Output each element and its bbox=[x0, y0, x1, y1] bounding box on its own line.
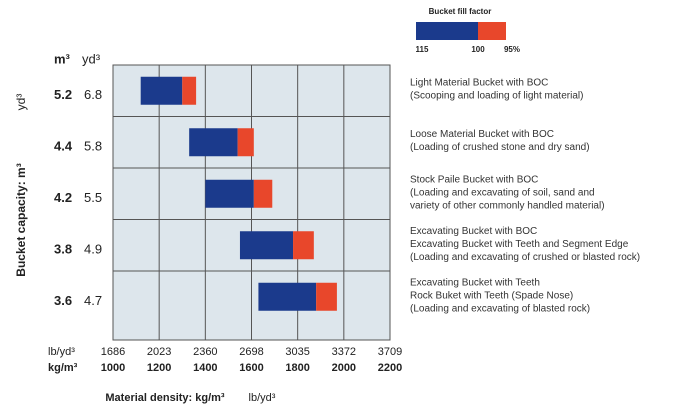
capacity-m3: 3.8 bbox=[54, 242, 72, 257]
capacity-m3: 3.6 bbox=[54, 293, 72, 308]
x-axis-unit: lb/yd³ bbox=[249, 392, 276, 404]
x2-unit-label: lb/yd³ bbox=[48, 346, 75, 358]
bucket-description: Excavating Bucket with Teeth bbox=[410, 277, 540, 288]
x-tick-label: 2000 bbox=[332, 362, 356, 374]
capacity-header-m3: m³ bbox=[54, 51, 71, 66]
x-tick-label: 1200 bbox=[147, 362, 171, 374]
x-unit-label: kg/m³ bbox=[48, 362, 78, 374]
x-tick-label: 1600 bbox=[239, 362, 263, 374]
x2-tick-label: 3372 bbox=[332, 346, 356, 358]
capacity-header-yd3: yd³ bbox=[82, 51, 101, 66]
legend-swatch-red bbox=[478, 22, 506, 40]
x2-tick-label: 1686 bbox=[101, 346, 125, 358]
y-axis-unit: yd³ bbox=[14, 94, 28, 111]
capacity-m3: 5.2 bbox=[54, 87, 72, 102]
legend-label: 115 bbox=[416, 45, 429, 54]
plot-border bbox=[112, 64, 391, 341]
bucket-description: (Loading and excavating of soil, sand an… bbox=[410, 187, 595, 198]
bucket-description: Excavating Bucket with Teeth and Segment… bbox=[410, 239, 629, 250]
bucket-description: Excavating Bucket with BOC bbox=[410, 226, 537, 237]
legend-swatch-blue bbox=[416, 22, 478, 40]
bucket-description: Loose Material Bucket with BOC bbox=[410, 129, 554, 140]
bar-fill-100-95 bbox=[316, 282, 337, 311]
capacity-yd3: 6.8 bbox=[84, 87, 102, 102]
capacity-m3: 4.4 bbox=[54, 139, 73, 154]
bucket-description: (Loading and excavating of blasted rock) bbox=[410, 303, 590, 314]
x-tick-label: 1000 bbox=[101, 362, 125, 374]
x-tick-label: 1800 bbox=[285, 362, 309, 374]
x-tick-label: 1400 bbox=[193, 362, 217, 374]
bucket-description: (Loading of crushed stone and dry sand) bbox=[410, 142, 590, 153]
capacity-yd3: 5.8 bbox=[84, 139, 102, 154]
bucket-description: variety of other commonly handled materi… bbox=[410, 200, 605, 211]
bar-fill-115-100 bbox=[239, 231, 294, 260]
x2-tick-label: 2360 bbox=[193, 346, 217, 358]
bar-fill-100-95 bbox=[237, 128, 254, 157]
bar-fill-115-100 bbox=[189, 128, 238, 157]
bucket-description: Rock Buket with Teeth (Spade Nose) bbox=[410, 290, 573, 301]
y-axis-label: Bucket capacity: m³ bbox=[14, 163, 28, 276]
bar-fill-100-95 bbox=[293, 231, 314, 260]
capacity-yd3: 5.5 bbox=[84, 190, 102, 205]
capacity-yd3: 4.9 bbox=[84, 242, 102, 257]
bucket-description: (Loading and excavating of crushed or bl… bbox=[410, 252, 640, 263]
bucket-description: (Scooping and loading of light material) bbox=[410, 90, 583, 101]
capacity-m3: 4.2 bbox=[54, 190, 72, 205]
bar-fill-100-95 bbox=[182, 76, 197, 105]
bucket-description: Light Material Bucket with BOC bbox=[410, 77, 548, 88]
capacity-yd3: 4.7 bbox=[84, 293, 102, 308]
y-axis-title: Bucket capacity: m³ yd³ bbox=[14, 94, 28, 277]
bucket-description: Stock Paile Bucket with BOC bbox=[410, 174, 538, 185]
bar-fill-115-100 bbox=[258, 282, 317, 311]
bar-fill-100-95 bbox=[253, 179, 273, 208]
x-axis-label: Material density: kg/m³ bbox=[105, 392, 225, 404]
legend-label: 100 bbox=[471, 45, 485, 54]
bar-fill-115-100 bbox=[140, 76, 183, 105]
bar-fill-115-100 bbox=[205, 179, 254, 208]
legend-label: 95% bbox=[504, 45, 520, 54]
legend-title: Bucket fill factor bbox=[429, 7, 492, 16]
x2-tick-label: 3709 bbox=[378, 346, 402, 358]
x2-tick-label: 2698 bbox=[239, 346, 263, 358]
x-tick-label: 2200 bbox=[378, 362, 402, 374]
x2-tick-label: 2023 bbox=[147, 346, 171, 358]
x2-tick-label: 3035 bbox=[285, 346, 309, 358]
